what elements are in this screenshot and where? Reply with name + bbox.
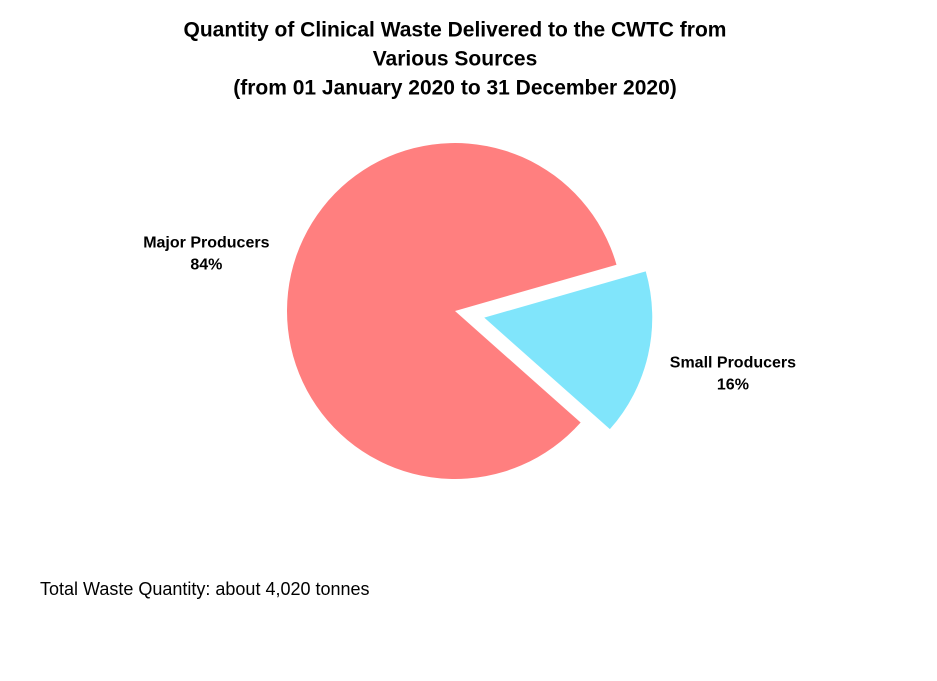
pie-slice (287, 142, 617, 479)
chart-title: Quantity of Clinical Waste Delivered to … (184, 19, 727, 42)
slice-label: Small Producers (670, 354, 796, 371)
chart-title: (from 01 January 2020 to 31 December 202… (233, 77, 677, 100)
pie-slice (484, 271, 653, 430)
chart-title: Various Sources (373, 48, 538, 71)
value-label: 84% (190, 257, 222, 274)
annotation: Total Waste Quantity: about 4,020 tonnes (40, 579, 370, 599)
slice-label: Major Producers (143, 235, 269, 252)
value-label: 16% (717, 376, 749, 393)
